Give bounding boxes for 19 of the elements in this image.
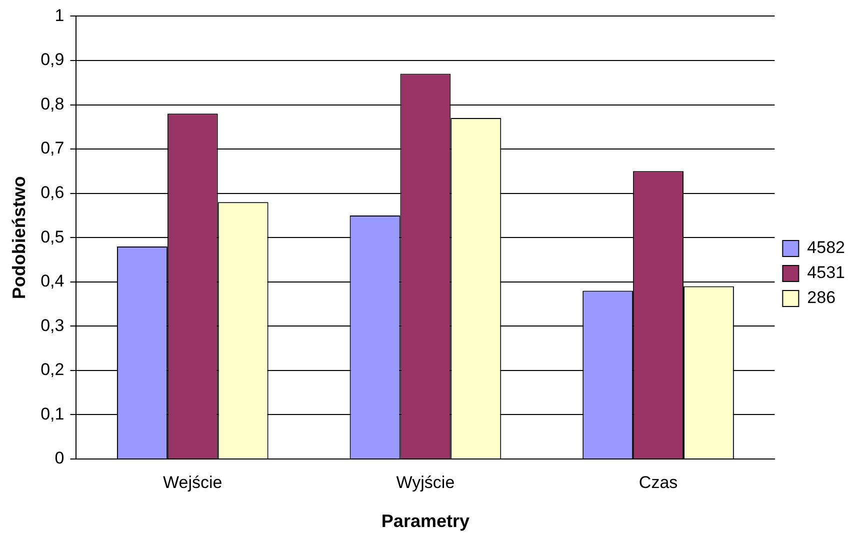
x-tick-label: Wyjście xyxy=(396,472,455,492)
x-tick-label: Czas xyxy=(638,472,678,492)
y-tick-label: 0,4 xyxy=(40,272,64,291)
y-tick-label: 0,7 xyxy=(40,138,64,158)
y-tick-label: 1 xyxy=(54,6,64,25)
y-tick-label: 0,2 xyxy=(40,360,64,380)
legend-label: 4582 xyxy=(807,238,846,258)
legend-label: 4531 xyxy=(807,263,846,282)
y-tick-label: 0,6 xyxy=(40,183,64,202)
x-tick-label: Wejście xyxy=(163,472,222,492)
y-tick-label: 0,3 xyxy=(40,316,64,335)
x-axis-title: Parametry xyxy=(381,511,470,532)
y-tick-label: 0,1 xyxy=(40,404,64,424)
y-tick-label: 0,8 xyxy=(40,94,64,114)
y-axis-title: Podobieństwo xyxy=(8,176,29,300)
y-tick-label: 0 xyxy=(54,448,64,468)
legend-label: 286 xyxy=(807,288,836,308)
y-tick-label: 0,9 xyxy=(40,50,64,70)
y-tick-label: 0,5 xyxy=(40,227,64,246)
